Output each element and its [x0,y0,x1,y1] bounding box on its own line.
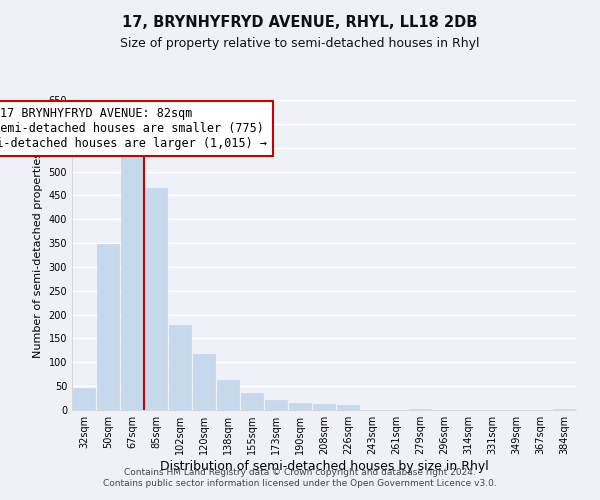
Bar [169,325,191,410]
Bar [553,409,575,410]
Bar [313,404,335,410]
Bar [97,244,119,410]
Y-axis label: Number of semi-detached properties: Number of semi-detached properties [33,152,43,358]
Bar [145,188,167,410]
Bar [409,408,431,410]
Bar [265,400,287,410]
Bar [193,354,215,410]
Text: 17 BRYNHYFRYD AVENUE: 82sqm
← 43% of semi-detached houses are smaller (775)
56% : 17 BRYNHYFRYD AVENUE: 82sqm ← 43% of sem… [0,107,267,150]
Bar [73,388,95,410]
Bar [217,380,239,410]
X-axis label: Distribution of semi-detached houses by size in Rhyl: Distribution of semi-detached houses by … [160,460,488,473]
Bar [241,393,263,410]
Bar [121,154,143,410]
Text: Contains HM Land Registry data © Crown copyright and database right 2024.
Contai: Contains HM Land Registry data © Crown c… [103,468,497,487]
Text: Size of property relative to semi-detached houses in Rhyl: Size of property relative to semi-detach… [120,38,480,51]
Bar [337,405,359,410]
Bar [289,403,311,410]
Text: 17, BRYNHYFRYD AVENUE, RHYL, LL18 2DB: 17, BRYNHYFRYD AVENUE, RHYL, LL18 2DB [122,15,478,30]
